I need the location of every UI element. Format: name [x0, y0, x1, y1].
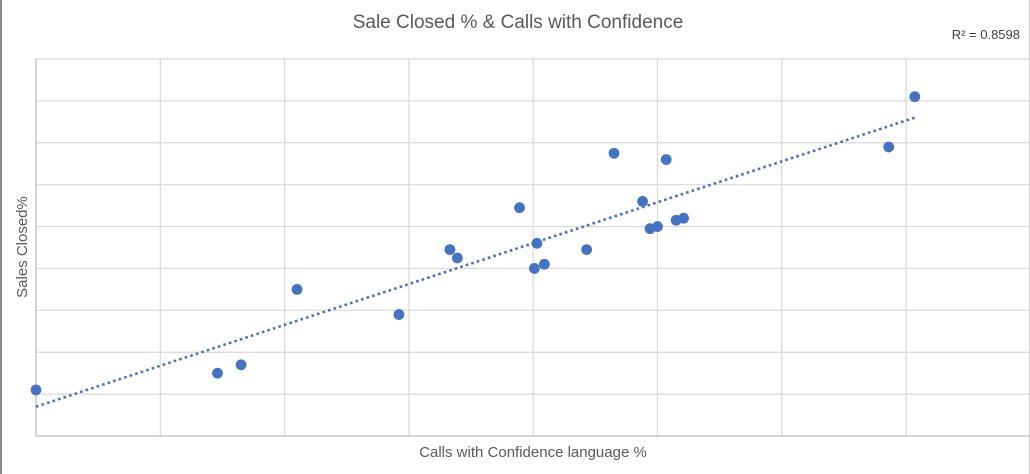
y-axis-label: Sales Closed% — [14, 196, 31, 298]
data-point — [393, 309, 405, 320]
data-point — [581, 244, 593, 255]
trendline — [35, 116, 916, 408]
data-point — [444, 244, 456, 255]
data-point — [637, 196, 648, 207]
x-axis-label: Calls with Confidence language % — [419, 444, 647, 461]
axes — [35, 59, 1030, 437]
data-point — [538, 258, 550, 270]
r-squared-label: R² = 0.8598 — [952, 27, 1020, 42]
data-point — [909, 91, 921, 103]
data-point — [529, 263, 540, 274]
chart-title: Sale Closed % & Calls with Confidence — [353, 12, 684, 33]
data-point — [652, 221, 663, 232]
data-point — [451, 252, 463, 264]
gridlines — [35, 58, 1030, 437]
data-point — [235, 359, 247, 371]
data-point — [291, 283, 303, 295]
trendline-group — [35, 116, 916, 408]
data-point — [531, 237, 543, 249]
data-point — [883, 141, 895, 153]
data-points — [30, 91, 921, 396]
data-point — [660, 154, 672, 165]
data-point — [678, 212, 690, 224]
data-point — [212, 367, 223, 379]
data-point — [30, 384, 42, 396]
data-point — [514, 202, 525, 214]
data-point — [608, 147, 620, 159]
